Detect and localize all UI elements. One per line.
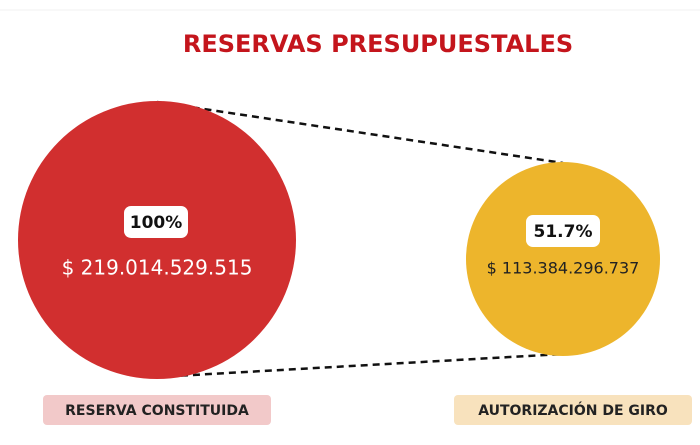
item-label: RESERVA CONSTITUIDA [65, 403, 249, 419]
circle-reserva [18, 101, 296, 379]
title: RESERVAS PRESUPUESTALES [183, 30, 573, 58]
connector [156, 100, 564, 165]
percent-badge [526, 215, 600, 247]
label-badge [454, 395, 692, 425]
amount: $ 113.384.296.737 [487, 259, 640, 278]
item-label: AUTORIZACIÓN DE GIRO [478, 401, 668, 419]
circle-autorizacion [466, 162, 660, 356]
percent-badge [124, 206, 188, 238]
amount: $ 219.014.529.515 [62, 256, 253, 280]
percent: 51.7% [534, 222, 593, 242]
percent: 100% [130, 213, 183, 233]
label-badge [43, 395, 271, 425]
connector [156, 352, 564, 379]
